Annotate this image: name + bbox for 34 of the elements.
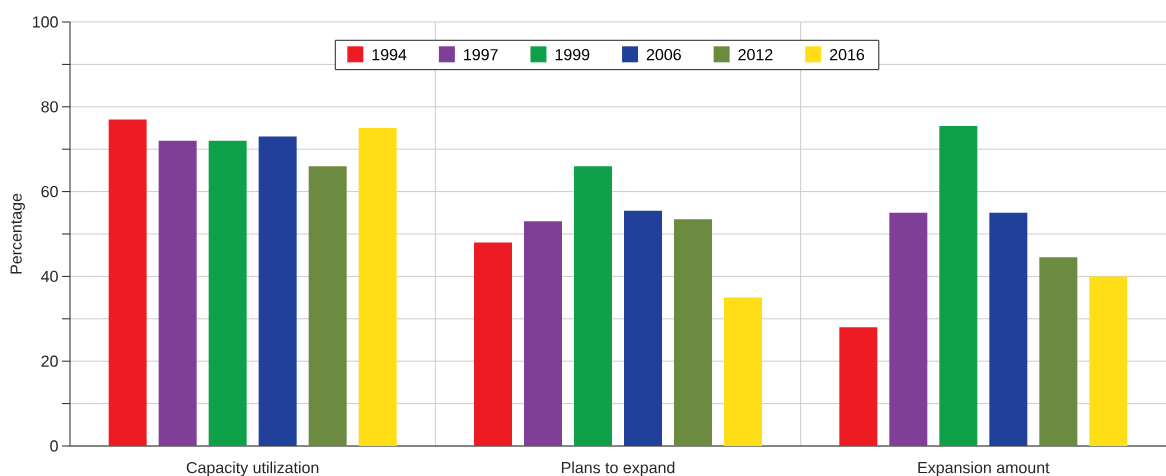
bar bbox=[1039, 257, 1078, 446]
bar bbox=[1089, 276, 1128, 446]
bar bbox=[524, 221, 562, 446]
bar bbox=[674, 219, 712, 446]
bar bbox=[624, 210, 662, 446]
bar bbox=[939, 125, 978, 446]
y-tick-label: 0 bbox=[50, 440, 58, 452]
bar bbox=[474, 242, 512, 446]
legend-label: 1994 bbox=[372, 48, 407, 61]
bar bbox=[989, 212, 1028, 446]
legend-label: 2006 bbox=[646, 48, 681, 61]
bar bbox=[574, 166, 612, 446]
y-tick-label: 100 bbox=[33, 16, 58, 28]
legend-label: 1997 bbox=[464, 48, 498, 61]
y-tick-label: 40 bbox=[41, 270, 58, 283]
y-axis-title: Percentage bbox=[10, 193, 25, 274]
bar bbox=[158, 140, 197, 446]
x-tick-label: Expansion amount bbox=[918, 461, 1050, 476]
bar bbox=[258, 136, 297, 446]
bar bbox=[308, 166, 347, 446]
x-tick-label: Capacity utilization bbox=[186, 461, 319, 476]
x-tick-label: Plans to expand bbox=[561, 461, 675, 476]
y-tick-label: 20 bbox=[41, 355, 58, 367]
legend-label: 2012 bbox=[738, 48, 773, 61]
y-tick-label: 60 bbox=[41, 185, 58, 198]
bar bbox=[108, 119, 147, 446]
legend-label: 1999 bbox=[555, 48, 590, 61]
bar bbox=[724, 297, 762, 446]
bar bbox=[358, 128, 397, 446]
y-tick-label: 80 bbox=[41, 101, 58, 113]
legend-label: 2016 bbox=[830, 48, 865, 61]
bar bbox=[889, 212, 928, 446]
bar bbox=[839, 327, 878, 446]
bar bbox=[208, 140, 247, 446]
